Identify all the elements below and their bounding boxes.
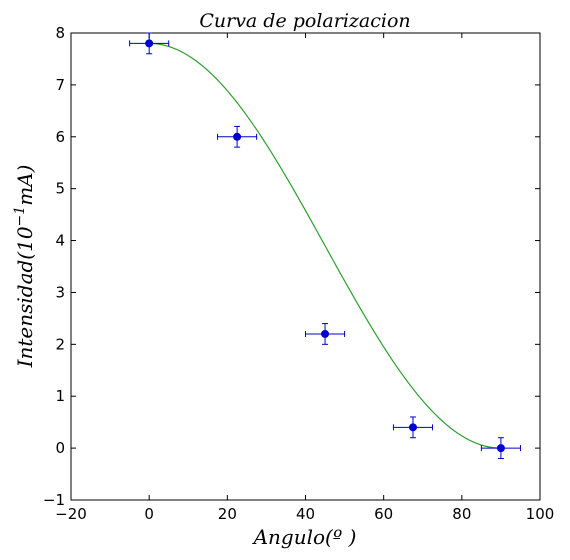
x-axis-ticks: −20 0 20 40 60 80 100 xyxy=(55,33,554,523)
data-point xyxy=(408,423,417,432)
y-axis-label-unit: mA) xyxy=(13,165,37,206)
x-tick-label: 60 xyxy=(374,505,393,523)
data-point xyxy=(496,444,505,453)
y-axis-ticks: −1 0 1 2 3 4 5 6 7 8 xyxy=(43,24,540,509)
y-tick-label: 4 xyxy=(55,232,65,250)
x-tick-label: 80 xyxy=(452,505,471,523)
y-tick-label: 8 xyxy=(55,24,65,42)
y-tick-label: 3 xyxy=(55,283,65,301)
y-axis-label-main: Intensidad(10 xyxy=(13,226,37,368)
x-tick-label: 40 xyxy=(296,505,315,523)
data-point xyxy=(233,132,242,141)
y-tick-label: 2 xyxy=(55,335,65,353)
y-tick-label: 6 xyxy=(55,128,65,146)
x-tick-label: −20 xyxy=(55,505,87,523)
y-tick-label: 5 xyxy=(55,180,65,198)
fit-curve-line xyxy=(149,42,501,449)
y-axis-label: Intensidad(10−1mA) xyxy=(12,165,37,369)
plot-frame xyxy=(70,32,541,501)
x-tick-label: 20 xyxy=(218,505,237,523)
x-axis-label: Angulo(º ) xyxy=(252,525,357,549)
data-point-layer xyxy=(145,39,505,453)
y-tick-label: 0 xyxy=(55,439,65,457)
y-tick-label: 7 xyxy=(55,76,65,94)
x-tick-label: 100 xyxy=(526,505,555,523)
chart-title: Curva de polarizacion xyxy=(199,10,410,32)
data-point xyxy=(145,39,154,48)
y-tick-label: 1 xyxy=(55,387,65,405)
fit-curve-layer xyxy=(149,42,501,449)
x-tick-label: 0 xyxy=(144,505,154,523)
y-axis-label-exponent: −1 xyxy=(12,206,28,227)
data-point xyxy=(321,329,330,338)
y-tick-label: −1 xyxy=(43,491,65,509)
